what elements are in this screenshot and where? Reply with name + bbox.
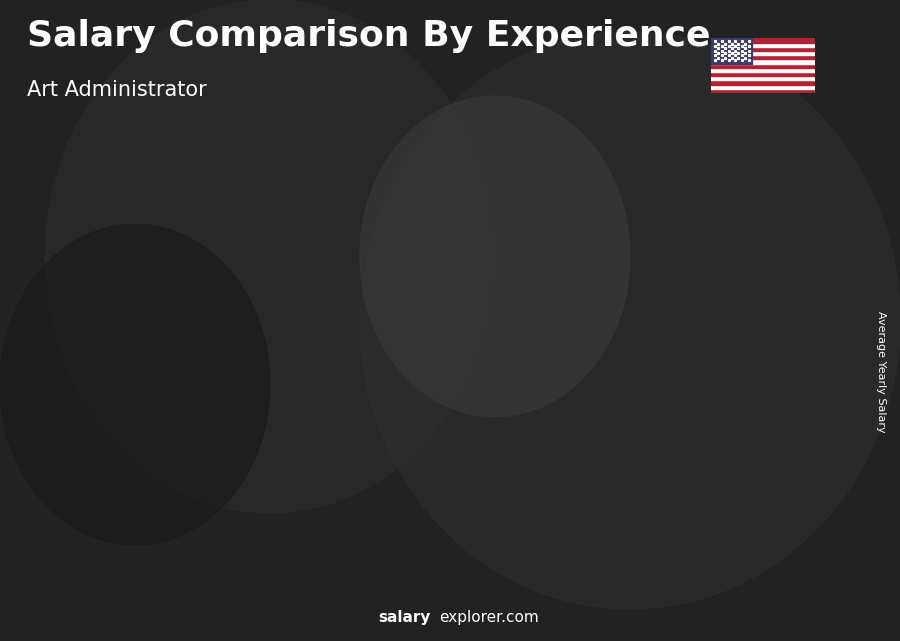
Bar (794, 276, 798, 577)
Bar (130, 463, 135, 577)
Bar (711, 68, 814, 72)
Text: 76,700 USD: 76,700 USD (181, 395, 272, 410)
Bar (711, 51, 814, 55)
Text: explorer.com: explorer.com (439, 610, 539, 625)
Bar (711, 55, 814, 60)
Text: Average Yearly Salary: Average Yearly Salary (877, 311, 886, 433)
Ellipse shape (45, 0, 495, 513)
Bar (331, 365, 400, 577)
Bar (711, 88, 814, 93)
Bar (528, 317, 533, 577)
Bar (66, 463, 135, 467)
Text: 132,000 USD: 132,000 USD (581, 279, 681, 294)
Text: Salary Comparison By Experience: Salary Comparison By Experience (27, 19, 710, 53)
Bar (711, 80, 814, 85)
Bar (729, 276, 798, 577)
Bar (464, 317, 472, 577)
Bar (198, 417, 267, 421)
Bar (711, 85, 814, 88)
Ellipse shape (0, 224, 270, 545)
Bar (331, 365, 400, 372)
Bar (711, 43, 814, 47)
Bar (198, 417, 267, 577)
Bar (711, 38, 752, 63)
Bar (66, 463, 135, 577)
Text: Art Administrator: Art Administrator (27, 80, 207, 100)
Bar (597, 301, 666, 309)
Bar (331, 365, 339, 577)
Bar (464, 317, 533, 577)
Bar (711, 76, 814, 80)
Text: +31%: +31% (264, 274, 335, 294)
Text: +6%: +6% (536, 231, 593, 251)
Bar (597, 301, 666, 577)
Text: 124,000 USD: 124,000 USD (448, 296, 548, 312)
Bar (661, 301, 666, 577)
Bar (729, 276, 738, 577)
Ellipse shape (360, 96, 630, 417)
Bar (263, 417, 267, 577)
Text: 54,100 USD: 54,100 USD (63, 442, 154, 458)
Bar (711, 72, 814, 76)
Bar (66, 463, 74, 577)
Bar (711, 63, 814, 68)
Bar (395, 365, 400, 577)
Text: +23%: +23% (396, 235, 468, 254)
Ellipse shape (360, 32, 900, 609)
Bar (711, 60, 814, 63)
Text: 101,000 USD: 101,000 USD (316, 344, 416, 360)
Text: +10%: +10% (662, 214, 734, 234)
Text: salary: salary (378, 610, 430, 625)
Bar (198, 417, 207, 577)
Bar (711, 38, 814, 43)
Bar (711, 47, 814, 51)
Text: +42%: +42% (130, 317, 202, 337)
Bar (464, 317, 533, 326)
Bar (729, 276, 798, 285)
Bar (597, 301, 605, 577)
Text: 144,000 USD: 144,000 USD (693, 254, 793, 269)
